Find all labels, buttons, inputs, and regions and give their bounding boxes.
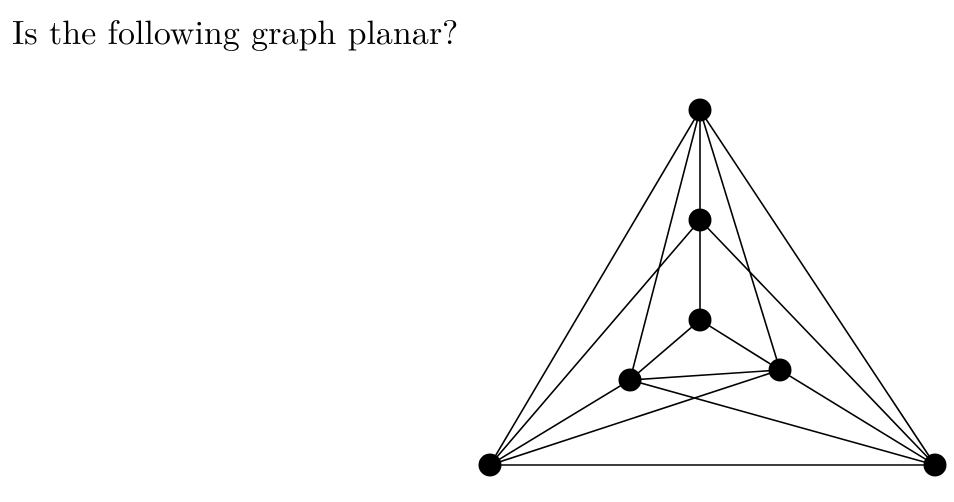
graph-node bbox=[924, 454, 946, 476]
graph-edge bbox=[490, 380, 630, 465]
graph-node bbox=[479, 454, 501, 476]
graph-svg bbox=[440, 90, 954, 500]
graph-node bbox=[689, 209, 711, 231]
graph-node bbox=[689, 99, 711, 121]
page: Is the following graph planar? bbox=[0, 0, 954, 502]
graph-edge bbox=[490, 220, 700, 465]
graph-node bbox=[689, 309, 711, 331]
graph-container bbox=[440, 90, 954, 500]
graph-edge bbox=[700, 110, 780, 370]
graph-edge bbox=[630, 370, 780, 380]
graph-edge bbox=[630, 380, 935, 465]
graph-edge bbox=[700, 110, 935, 465]
graph-node bbox=[619, 369, 641, 391]
graph-node bbox=[769, 359, 791, 381]
question-text: Is the following graph planar? bbox=[12, 6, 458, 54]
graph-edge bbox=[490, 110, 700, 465]
graph-edge bbox=[630, 110, 700, 380]
graph-edge bbox=[700, 320, 780, 370]
graph-edge bbox=[630, 320, 700, 380]
